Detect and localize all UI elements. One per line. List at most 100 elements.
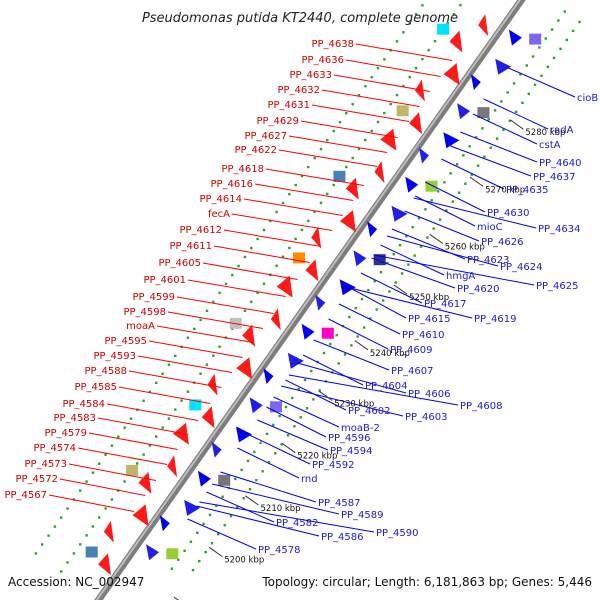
gene-arrow-forward [249, 397, 263, 414]
gc-dot [212, 300, 215, 304]
gene-label-right: PP_4592 [312, 460, 355, 471]
gc-dot [196, 531, 199, 534]
gene-arrow-reverse [305, 259, 319, 282]
gene-label-left: PP_4605 [158, 258, 201, 269]
leader-line-left [148, 340, 243, 358]
gene-label-right: PP_4637 [533, 172, 576, 183]
gc-dot [275, 210, 278, 214]
leader-line-right [360, 272, 423, 304]
gc-dot [299, 416, 302, 419]
gc-content-track [34, 4, 581, 573]
gene-arrow-reverse [132, 504, 149, 527]
label-leader-lines [48, 43, 576, 550]
gene-arrow-reverse [236, 357, 253, 380]
gene-arrow-reverse [103, 520, 114, 543]
gc-dot [407, 263, 410, 266]
gene-label-left: PP_4598 [123, 307, 166, 318]
gc-dot [379, 271, 383, 274]
leader-line-right [373, 254, 535, 286]
gc-dot [236, 506, 239, 509]
gc-dot [246, 459, 250, 463]
leader-line-left [187, 279, 286, 297]
gc-dot [395, 40, 399, 43]
gc-dot [110, 498, 114, 501]
gene-label-left: PP_4631 [267, 100, 310, 111]
gene-label-right: PP_4619 [474, 314, 517, 325]
gc-dot [265, 432, 269, 436]
gene-block [270, 401, 282, 413]
gc-dot [250, 246, 253, 250]
leader-line-right [288, 374, 459, 406]
leader-line-left [265, 168, 364, 186]
gene-arrow-forward [146, 544, 160, 561]
gc-dot [395, 93, 399, 97]
gene-arrow-reverse [270, 308, 281, 331]
gc-dot [41, 543, 44, 546]
leader-line-left [59, 478, 146, 496]
gene-labels: PP_4638 PP_4636 PP_4633 PP_4632 PP_4631 PP_46… [4, 39, 598, 556]
gene-label-right: mioC [477, 222, 503, 233]
gene-label-left: PP_4585 [74, 382, 117, 393]
gene-label-left: PP_4595 [104, 336, 147, 347]
gc-dot [281, 255, 285, 258]
gene-label-right: PP_4624 [500, 262, 543, 273]
gene-arrow-reverse [276, 275, 293, 298]
gc-dot [60, 516, 63, 519]
gc-dot [243, 255, 247, 259]
leader-line-left [97, 417, 189, 435]
scale-tick-label: 5220 kbp [297, 452, 337, 462]
gene-label-left: PP_4622 [234, 145, 277, 156]
leader-line-right [424, 181, 486, 213]
scale-tick-label: 5250 kbp [409, 293, 449, 303]
gene-block [218, 474, 231, 486]
gc-dot [307, 219, 310, 223]
gene-label-right: cioB [577, 93, 598, 104]
gc-dot [174, 408, 177, 411]
gene-label-right: PP_4626 [481, 237, 524, 248]
leader-line-right [350, 287, 473, 319]
leader-line-left [333, 74, 431, 92]
gc-dot [322, 351, 326, 355]
gc-dot [474, 136, 478, 139]
scale-tick [469, 176, 484, 187]
leader-line-left [311, 104, 410, 122]
gene-label-right: PP_4620 [457, 284, 500, 295]
gc-dot [66, 561, 69, 564]
gc-dot [376, 67, 380, 70]
gc-dot [117, 435, 120, 438]
gene-arrow-reverse [339, 210, 356, 233]
gene-arrow-forward [287, 352, 304, 369]
gc-dot [449, 172, 452, 175]
gene-label-left: PP_4583 [53, 413, 96, 424]
gc-dot [329, 342, 332, 346]
leader-line-left [156, 325, 254, 343]
gene-label-right: PP_4578 [258, 545, 301, 556]
gc-dot [136, 462, 139, 465]
leader-line-right [220, 471, 317, 503]
gc-dot [421, 57, 424, 61]
gc-dot [210, 542, 214, 545]
gc-dot [208, 513, 212, 516]
gene-label-right: PP_4582 [276, 518, 319, 529]
gc-dot [300, 228, 304, 232]
leader-line-right [247, 433, 311, 465]
gc-dot [433, 40, 437, 43]
leader-line-right [380, 244, 445, 276]
gc-dot [326, 138, 329, 142]
gene-arrow-forward [470, 74, 481, 91]
gc-dot [364, 85, 367, 88]
gc-dot [234, 477, 237, 481]
gene-label-left: PP_4638 [311, 39, 354, 50]
genome-backbone [94, 0, 526, 600]
gene-arrow-reverse [345, 177, 359, 200]
gene-label-left: PP_4632 [277, 85, 320, 96]
leader-line-left [176, 296, 274, 314]
gc-dot [419, 245, 423, 248]
scale-tick [245, 495, 259, 506]
gc-dot [332, 129, 335, 133]
gene-block [166, 548, 179, 560]
gc-dot [512, 82, 516, 85]
gene-arrow-reverse [207, 373, 218, 396]
gc-dot [495, 137, 499, 140]
